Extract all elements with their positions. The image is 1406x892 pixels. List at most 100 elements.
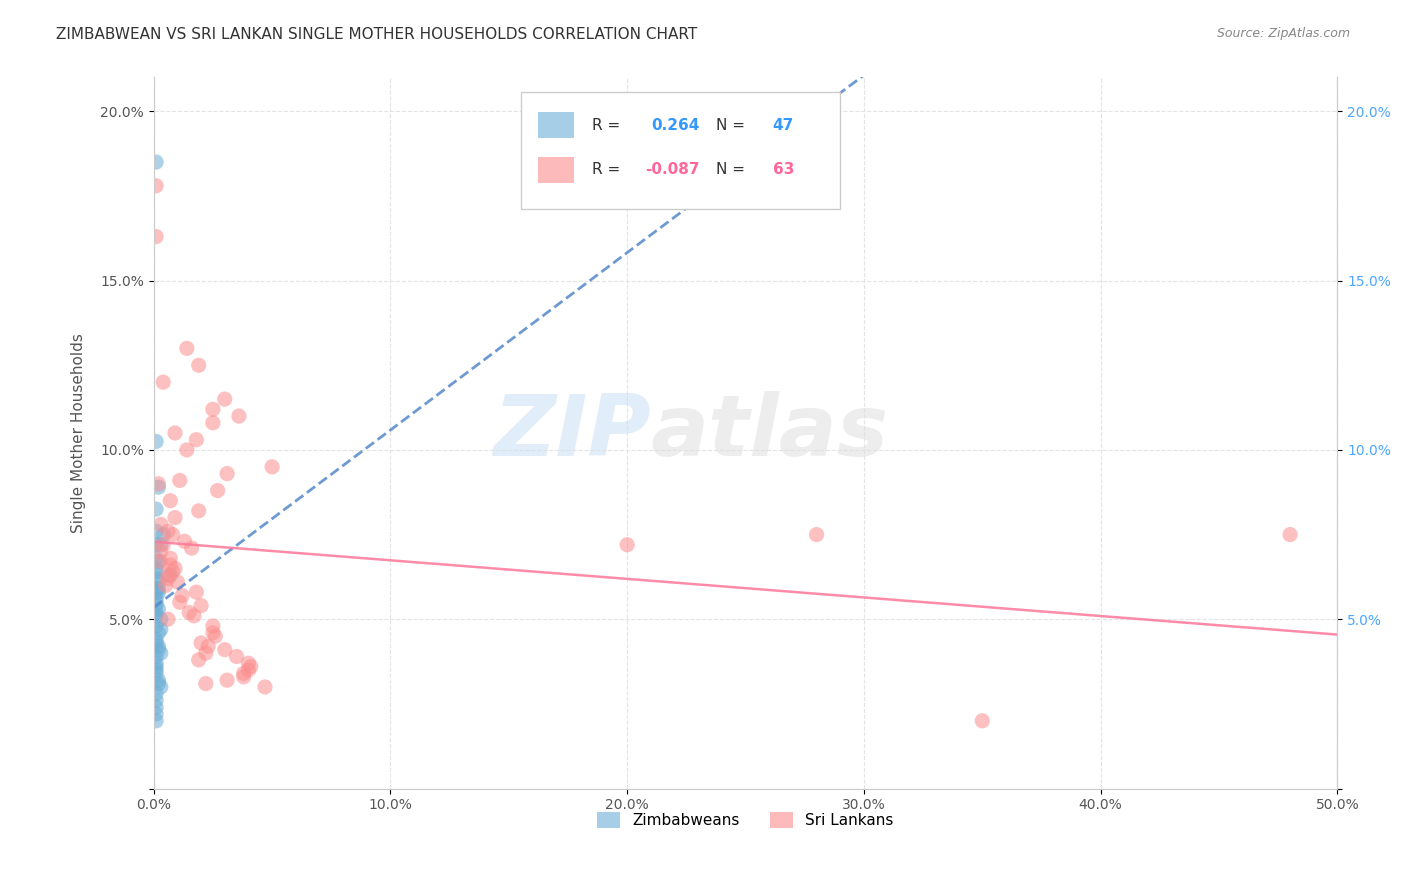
Point — [145, 657, 167, 671]
Point — [145, 229, 167, 244]
Point — [145, 572, 167, 586]
Text: atlas: atlas — [651, 392, 889, 475]
Point — [148, 673, 170, 688]
Point — [145, 608, 167, 623]
Point — [145, 178, 167, 193]
Point — [180, 541, 202, 555]
Point — [148, 642, 170, 657]
Point — [148, 476, 170, 491]
Point — [148, 574, 170, 589]
Point — [163, 425, 186, 440]
Point — [148, 585, 170, 599]
Point — [145, 700, 167, 714]
Point — [145, 434, 167, 449]
Point — [145, 561, 167, 575]
Point — [148, 582, 170, 596]
Point — [176, 342, 198, 356]
Point — [145, 606, 167, 620]
Point — [806, 527, 828, 541]
Point — [145, 551, 167, 566]
Point — [156, 568, 179, 582]
Point — [145, 636, 167, 650]
Point — [145, 663, 167, 677]
Point — [148, 676, 170, 690]
Text: -0.087: -0.087 — [645, 162, 699, 178]
Point — [225, 649, 247, 664]
Point — [145, 585, 167, 599]
Point — [152, 538, 174, 552]
Point — [152, 527, 174, 541]
Point — [145, 687, 167, 701]
Point — [232, 666, 254, 681]
Point — [145, 524, 167, 538]
Point — [145, 599, 167, 613]
Point — [616, 538, 638, 552]
Point — [232, 670, 254, 684]
Point — [148, 602, 170, 616]
Point — [145, 582, 167, 596]
Point — [145, 538, 167, 552]
Point — [214, 642, 236, 657]
Point — [186, 433, 208, 447]
Point — [156, 524, 179, 538]
Text: 47: 47 — [773, 118, 794, 133]
Point — [159, 493, 181, 508]
Point — [149, 623, 172, 637]
Text: R =: R = — [592, 162, 624, 178]
Point — [145, 659, 167, 673]
Point — [214, 392, 236, 406]
Point — [149, 646, 172, 660]
Point — [169, 474, 191, 488]
Text: Source: ZipAtlas.com: Source: ZipAtlas.com — [1216, 27, 1350, 40]
FancyBboxPatch shape — [538, 112, 574, 138]
Point — [238, 657, 260, 671]
Point — [145, 693, 167, 707]
Point — [166, 574, 188, 589]
Point — [145, 632, 167, 647]
Point — [186, 585, 208, 599]
Point — [207, 483, 229, 498]
Point — [149, 538, 172, 552]
Text: N =: N = — [716, 118, 749, 133]
Point — [253, 680, 276, 694]
Point — [187, 653, 209, 667]
Text: 63: 63 — [773, 162, 794, 178]
Point — [187, 504, 209, 518]
Point — [145, 155, 167, 169]
Point — [155, 578, 177, 592]
Point — [162, 565, 184, 579]
Point — [145, 666, 167, 681]
Point — [190, 636, 212, 650]
Point — [149, 612, 172, 626]
Point — [162, 527, 184, 541]
Y-axis label: Single Mother Households: Single Mother Households — [72, 333, 86, 533]
Point — [159, 551, 181, 566]
Point — [145, 565, 167, 579]
FancyBboxPatch shape — [538, 157, 574, 183]
Point — [1279, 527, 1302, 541]
Point — [172, 589, 194, 603]
Point — [145, 595, 167, 609]
Point — [145, 502, 167, 516]
Text: 0.264: 0.264 — [651, 118, 699, 133]
Point — [239, 659, 262, 673]
Text: N =: N = — [716, 162, 749, 178]
Legend: Zimbabweans, Sri Lankans: Zimbabweans, Sri Lankans — [591, 806, 900, 834]
Point — [217, 673, 239, 688]
Point — [262, 459, 284, 474]
Point — [156, 612, 179, 626]
Point — [194, 646, 217, 660]
Point — [201, 625, 224, 640]
Point — [197, 640, 219, 654]
Point — [228, 409, 250, 423]
Text: R =: R = — [592, 118, 624, 133]
Point — [156, 572, 179, 586]
Point — [159, 558, 181, 572]
Point — [145, 619, 167, 633]
Point — [149, 517, 172, 532]
Point — [187, 358, 209, 372]
Point — [149, 544, 172, 558]
Point — [173, 534, 195, 549]
Point — [145, 714, 167, 728]
Point — [204, 629, 226, 643]
